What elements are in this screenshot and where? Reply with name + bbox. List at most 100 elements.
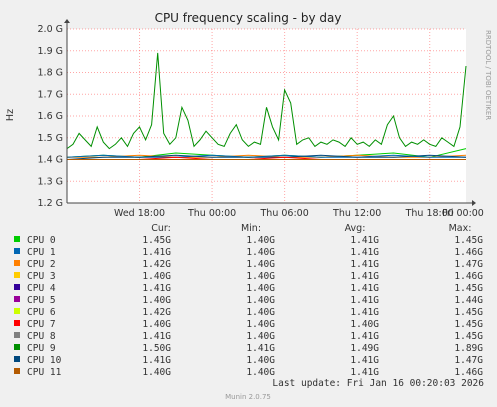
legend-cell-cur: 1.40G	[142, 295, 171, 306]
legend-cell-cur: 1.41G	[142, 355, 171, 366]
legend-cell-name: CPU 1	[27, 247, 56, 258]
legend-cell-avg: 1.41G	[350, 247, 379, 258]
legend-cell-cur: 1.42G	[142, 307, 171, 318]
legend-cell-name: CPU 2	[27, 259, 56, 270]
x-tick-label: Thu 12:00	[332, 208, 381, 219]
legend-cell-name: CPU 9	[27, 343, 56, 354]
legend-cell-max: 1.89G	[454, 343, 483, 354]
last-update: Last update: Fri Jan 16 00:20:03 2026	[272, 378, 484, 389]
x-tick-label: Wed 18:00	[114, 208, 165, 219]
y-tick-label: 1.3 G	[38, 176, 64, 187]
legend-cell-name: CPU 5	[27, 295, 56, 306]
legend-header-min: Min:	[241, 223, 261, 234]
legend-cell-min: 1.40G	[246, 295, 275, 306]
x-tick-label: Fri 00:00	[442, 208, 484, 219]
legend-swatch	[14, 296, 20, 302]
legend-cell-min: 1.40G	[246, 331, 275, 342]
x-tick-label: Thu 18:00	[405, 208, 454, 219]
legend-cell-name: CPU 11	[27, 367, 62, 378]
legend-cell-name: CPU 6	[27, 307, 56, 318]
legend-header-max: Max:	[449, 223, 472, 234]
rrdtool-side-label: RRDTOOL / TOBI OETIKER	[484, 30, 492, 120]
tick-label-layer: 2.0 G 1.9 G 1.8 G 1.7 G 1.6 G 1.5 G 1.4 G 1.3 G…	[38, 24, 484, 219]
legend-cell-avg: 1.41G	[350, 355, 379, 366]
series-line-cpu-10	[66, 154, 467, 160]
legend-cell-avg: 1.41G	[350, 283, 379, 294]
legend-swatch	[14, 356, 20, 362]
y-tick-label: 1.9 G	[38, 46, 64, 57]
legend-cell-max: 1.45G	[454, 283, 483, 294]
legend-cell-avg: 1.41G	[350, 367, 379, 378]
legend-cell-min: 1.40G	[246, 247, 275, 258]
legend-swatch	[14, 248, 20, 254]
legend-header-avg: Avg:	[345, 223, 366, 234]
plot-area	[67, 29, 466, 203]
legend-swatch	[14, 260, 20, 266]
legend-cell-min: 1.40G	[246, 355, 275, 366]
legend-cell-avg: 1.49G	[350, 343, 379, 354]
y-axis-label: Hz	[5, 109, 16, 121]
legend-cell-max: 1.45G	[454, 331, 483, 342]
legend-cell-cur: 1.41G	[142, 331, 171, 342]
y-tick-label: 1.4 G	[38, 155, 64, 166]
legend-cell-max: 1.45G	[454, 307, 483, 318]
legend-cell-max: 1.45G	[454, 235, 483, 246]
legend-cell-avg: 1.40G	[350, 319, 379, 330]
legend-header-cur: Cur:	[151, 223, 171, 234]
legend-swatch	[14, 332, 20, 338]
legend-cell-avg: 1.41G	[350, 331, 379, 342]
legend-cell-cur: 1.42G	[142, 259, 171, 270]
legend-cell-name: CPU 3	[27, 271, 56, 282]
legend-cell-name: CPU 7	[27, 319, 56, 330]
legend-cell-max: 1.44G	[454, 295, 483, 306]
legend-cell-cur: 1.45G	[142, 235, 171, 246]
legend-cell-max: 1.47G	[454, 259, 483, 270]
chart-title: CPU frequency scaling - by day	[155, 11, 342, 25]
legend-cell-min: 1.41G	[246, 343, 275, 354]
series-line-cpu-9	[66, 52, 467, 150]
legend-cell-max: 1.47G	[454, 355, 483, 366]
series-layer	[66, 52, 467, 160]
y-tick-label: 1.6 G	[38, 111, 64, 122]
legend-swatch	[14, 320, 20, 326]
legend-table: Cur: Min: Avg: Max: CPU 0 1.45G 1.40G 1.41G…	[14, 223, 483, 378]
x-axis-arrow	[472, 200, 476, 206]
y-axis-arrow	[64, 19, 70, 23]
legend-cell-max: 1.45G	[454, 319, 483, 330]
legend-cell-name: CPU 10	[27, 355, 62, 366]
legend-cell-name: CPU 0	[27, 235, 56, 246]
legend-cell-max: 1.46G	[454, 271, 483, 282]
y-tick-label: 1.7 G	[38, 89, 64, 100]
legend-cell-cur: 1.50G	[142, 343, 171, 354]
legend-cell-cur: 1.41G	[142, 283, 171, 294]
legend-cell-avg: 1.41G	[350, 259, 379, 270]
legend-cell-cur: 1.41G	[142, 247, 171, 258]
legend-swatch	[14, 368, 20, 374]
legend-swatch	[14, 344, 20, 350]
legend-cell-cur: 1.40G	[142, 319, 171, 330]
y-tick-label: 2.0 G	[38, 24, 64, 35]
legend-cell-min: 1.40G	[246, 259, 275, 270]
x-tick-label: Thu 06:00	[260, 208, 309, 219]
legend-cell-avg: 1.41G	[350, 235, 379, 246]
legend-cell-max: 1.46G	[454, 247, 483, 258]
legend-cell-min: 1.40G	[246, 319, 275, 330]
legend-cell-cur: 1.40G	[142, 271, 171, 282]
legend-cell-name: CPU 8	[27, 331, 56, 342]
legend-cell-min: 1.40G	[246, 307, 275, 318]
legend-swatch	[14, 284, 20, 290]
legend-cell-name: CPU 4	[27, 283, 56, 294]
y-tick-label: 1.8 G	[38, 68, 64, 79]
axis-layer	[64, 19, 476, 206]
munin-version: Munin 2.0.75	[225, 393, 271, 401]
legend-cell-cur: 1.40G	[142, 367, 171, 378]
legend-cell-min: 1.40G	[246, 283, 275, 294]
legend-cell-min: 1.40G	[246, 367, 275, 378]
legend-swatch	[14, 236, 20, 242]
legend-swatch	[14, 272, 20, 278]
legend-cell-max: 1.46G	[454, 367, 483, 378]
legend-cell-avg: 1.41G	[350, 307, 379, 318]
legend-cell-min: 1.40G	[246, 271, 275, 282]
